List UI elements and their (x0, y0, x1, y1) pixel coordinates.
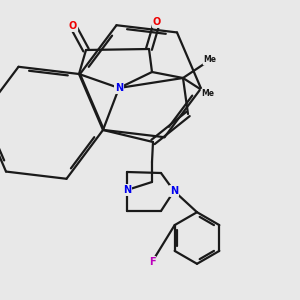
Text: N: N (115, 83, 123, 93)
Text: N: N (123, 185, 131, 195)
Text: Me: Me (203, 56, 217, 64)
Text: Me: Me (202, 89, 214, 98)
Text: F: F (149, 257, 155, 267)
Text: O: O (69, 21, 77, 31)
Text: N: N (170, 186, 178, 196)
Text: O: O (153, 17, 161, 27)
